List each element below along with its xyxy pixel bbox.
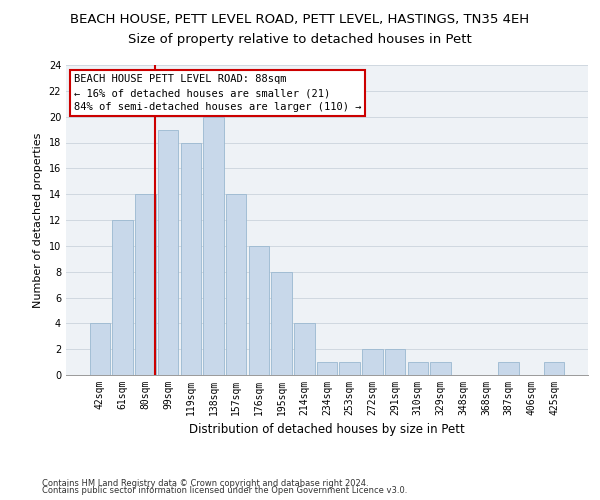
Bar	[340, 362, 360, 375]
Bar	[226, 194, 247, 375]
Bar	[430, 362, 451, 375]
Text: Contains public sector information licensed under the Open Government Licence v3: Contains public sector information licen…	[42, 486, 407, 495]
Bar	[271, 272, 292, 375]
Bar	[294, 324, 314, 375]
Bar	[499, 362, 519, 375]
Bar	[544, 362, 564, 375]
Y-axis label: Number of detached properties: Number of detached properties	[33, 132, 43, 308]
Text: Size of property relative to detached houses in Pett: Size of property relative to detached ho…	[128, 32, 472, 46]
Bar	[407, 362, 428, 375]
Bar	[90, 324, 110, 375]
Text: BEACH HOUSE, PETT LEVEL ROAD, PETT LEVEL, HASTINGS, TN35 4EH: BEACH HOUSE, PETT LEVEL ROAD, PETT LEVEL…	[70, 12, 530, 26]
Bar	[181, 142, 201, 375]
Bar	[362, 349, 383, 375]
Text: BEACH HOUSE PETT LEVEL ROAD: 88sqm
← 16% of detached houses are smaller (21)
84%: BEACH HOUSE PETT LEVEL ROAD: 88sqm ← 16%…	[74, 74, 361, 112]
X-axis label: Distribution of detached houses by size in Pett: Distribution of detached houses by size …	[189, 424, 465, 436]
Bar	[385, 349, 406, 375]
Bar	[158, 130, 178, 375]
Bar	[135, 194, 155, 375]
Bar	[317, 362, 337, 375]
Bar	[203, 116, 224, 375]
Bar	[112, 220, 133, 375]
Bar	[248, 246, 269, 375]
Text: Contains HM Land Registry data © Crown copyright and database right 2024.: Contains HM Land Registry data © Crown c…	[42, 478, 368, 488]
